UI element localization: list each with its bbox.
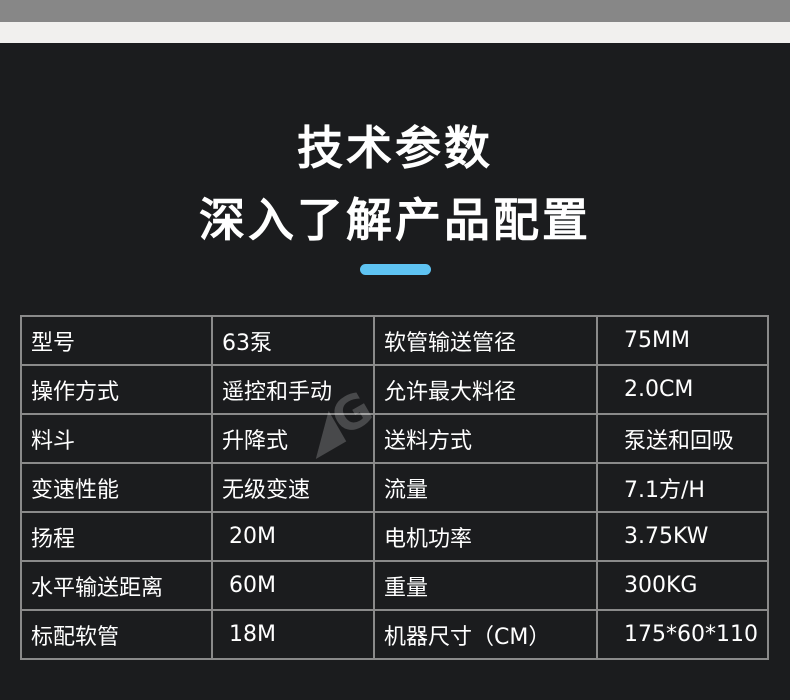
spec-value: 60M [211, 560, 375, 611]
spec-value: 63泵 [211, 315, 375, 366]
spec-label: 电机功率 [373, 511, 598, 562]
table-row: 标配软管 18M 机器尺寸（CM） 175*60*110 [20, 609, 769, 660]
spec-label: 流量 [373, 462, 598, 513]
top-gray-band [0, 0, 790, 22]
page-title: 技术参数 [297, 121, 493, 175]
spec-value: 75MM [596, 315, 769, 366]
page-subtitle: 深入了解产品配置 [199, 193, 591, 247]
table-row: 操作方式 遥控和手动 允许最大料径 2.0CM [20, 364, 769, 415]
spec-label: 允许最大料径 [373, 364, 598, 415]
table-row: 水平输送距离 60M 重量 300KG [20, 560, 769, 611]
spec-label: 送料方式 [373, 413, 598, 464]
spec-value: 175*60*110 [596, 609, 769, 660]
spec-value: 20M [211, 511, 375, 562]
spec-value: 2.0CM [596, 364, 769, 415]
spec-label: 水平输送距离 [20, 560, 213, 611]
spec-label: 软管输送管径 [373, 315, 598, 366]
spec-label: 标配软管 [20, 609, 213, 660]
table-row: 料斗 升降式 送料方式 泵送和回吸 [20, 413, 769, 464]
spec-value: 遥控和手动 [211, 364, 375, 415]
spec-value: 18M [211, 609, 375, 660]
spec-label: 型号 [20, 315, 213, 366]
spec-label: 扬程 [20, 511, 213, 562]
spec-value: 300KG [596, 560, 769, 611]
spec-label: 料斗 [20, 413, 213, 464]
accent-bar [360, 264, 431, 275]
table-row: 型号 63泵 软管输送管径 75MM [20, 315, 769, 366]
spec-value: 7.1方/H [596, 462, 769, 513]
spec-label: 变速性能 [20, 462, 213, 513]
spec-label: 机器尺寸（CM） [373, 609, 598, 660]
spec-label: 重量 [373, 560, 598, 611]
spec-value: 无级变速 [211, 462, 375, 513]
spec-value: 3.75KW [596, 511, 769, 562]
spec-table: 型号 63泵 软管输送管径 75MM 操作方式 遥控和手动 允许最大料径 2.0CM 料斗 升降式… [20, 315, 769, 660]
spec-value: 升降式 [211, 413, 375, 464]
spec-value: 泵送和回吸 [596, 413, 769, 464]
table-row: 变速性能 无级变速 流量 7.1方/H [20, 462, 769, 513]
table-row: 扬程 20M 电机功率 3.75KW [20, 511, 769, 562]
spec-label: 操作方式 [20, 364, 213, 415]
light-band [0, 22, 790, 43]
